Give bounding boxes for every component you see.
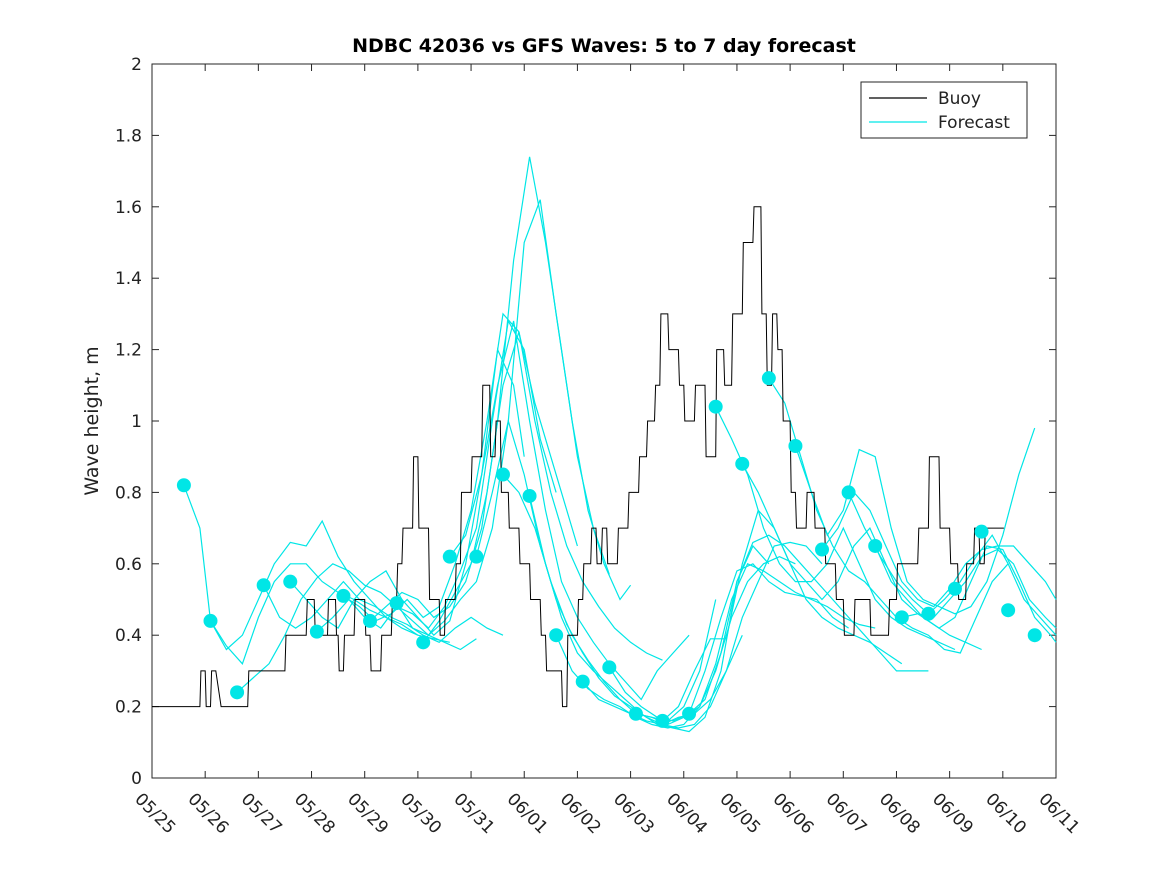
forecast-marker (947, 581, 962, 596)
forecast-marker (389, 596, 404, 611)
forecast-marker (841, 485, 856, 500)
y-tick-label: 1.2 (115, 341, 142, 361)
forecast-marker (602, 660, 617, 675)
forecast-marker (469, 549, 484, 564)
forecast-marker (283, 574, 298, 589)
forecast-line (821, 491, 1057, 608)
forecast-marker (974, 524, 989, 539)
legend-label: Forecast (938, 113, 1010, 133)
y-tick-label: 1.8 (115, 126, 142, 146)
forecast-line (209, 519, 450, 651)
forecast-marker (1027, 628, 1042, 643)
legend-label: Buoy (938, 89, 981, 109)
forecast-line (688, 534, 929, 715)
forecast-marker (894, 610, 909, 625)
y-tick-label: 0.4 (115, 626, 142, 646)
forecast-marker (230, 685, 245, 700)
forecast-line (794, 427, 1036, 615)
forecast-marker (868, 538, 883, 553)
forecast-marker (176, 478, 191, 493)
forecast-line (475, 418, 717, 722)
forecast-line (555, 556, 796, 729)
forecast-line (874, 545, 1057, 643)
y-tick-label: 1.6 (115, 198, 142, 218)
forecast-marker (203, 613, 218, 628)
y-axis-label: Wave height, m (81, 346, 103, 495)
forecast-marker (921, 606, 936, 621)
legend-box (860, 81, 1028, 139)
chart-title: NDBC 42036 vs GFS Waves: 5 to 7 day fore… (352, 35, 856, 57)
forecast-marker (815, 542, 830, 557)
forecast-marker (761, 371, 776, 386)
forecast-marker (575, 674, 590, 689)
forecast-marker (522, 488, 537, 503)
forecast-marker (1001, 603, 1016, 618)
forecast-line (741, 463, 982, 651)
buoy-line (152, 206, 1004, 708)
y-tick-label: 0 (131, 769, 142, 789)
y-tick-label: 0.8 (115, 483, 142, 503)
forecast-marker (655, 713, 670, 728)
forecast-marker (495, 467, 510, 482)
forecast-marker (363, 613, 378, 628)
forecast-marker (682, 706, 697, 721)
forecast-marker (416, 635, 431, 650)
forecast-marker (442, 549, 457, 564)
y-tick-label: 1.4 (115, 269, 142, 289)
y-tick-label: 1 (131, 412, 142, 432)
forecast-line (449, 320, 690, 701)
forecast-marker (256, 578, 271, 593)
forecast-marker (708, 399, 723, 414)
forecast-line (236, 563, 477, 693)
y-tick-label: 2 (131, 55, 142, 75)
forecast-marker (735, 456, 750, 471)
forecast-marker (628, 706, 643, 721)
forecast-marker (549, 628, 564, 643)
forecast-marker (788, 438, 803, 453)
y-tick-label: 0.2 (115, 698, 142, 718)
forecast-line (715, 406, 956, 651)
forecast-marker (336, 588, 351, 603)
forecast-line (635, 563, 876, 726)
forecast-marker (309, 624, 324, 639)
forecast-line (422, 331, 663, 661)
forecast-line (263, 580, 504, 644)
y-tick-label: 0.6 (115, 555, 142, 575)
forecast-line (343, 312, 578, 622)
